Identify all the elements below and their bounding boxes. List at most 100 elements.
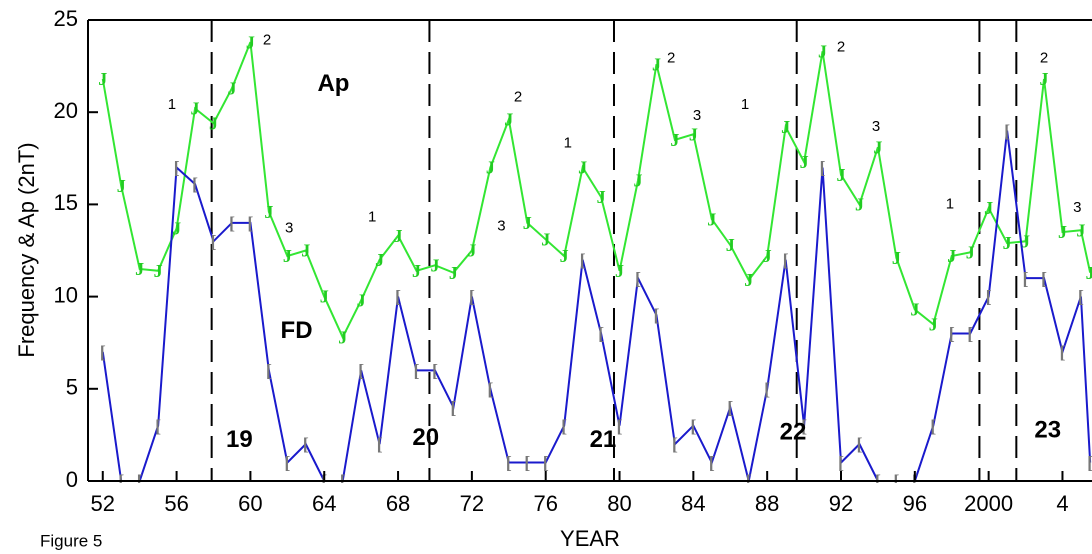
- point-marker: [: [414, 360, 420, 380]
- point-marker: [: [690, 416, 696, 436]
- point-marker: J: [652, 54, 661, 74]
- point-marker: [: [1041, 268, 1047, 288]
- point-marker: J: [264, 202, 273, 222]
- point-marker: J: [467, 241, 476, 261]
- x-tick-label: 72: [460, 491, 484, 516]
- point-marker: [: [155, 416, 161, 436]
- point-marker: J: [283, 246, 292, 266]
- x-tick-label: 76: [533, 491, 557, 516]
- annotation: Ap: [317, 70, 349, 97]
- point-marker: J: [578, 158, 587, 178]
- point-marker: [: [967, 324, 973, 344]
- point-marker: J: [1076, 220, 1085, 240]
- annotation: 20: [412, 424, 439, 451]
- point-marker: [: [1078, 287, 1084, 307]
- point-marker: J: [504, 110, 513, 130]
- annotation: 23: [1034, 417, 1061, 444]
- x-tick-label: 96: [903, 491, 927, 516]
- point-marker: [: [635, 268, 641, 288]
- point-marker: [: [1023, 268, 1029, 288]
- point-marker: [: [358, 360, 364, 380]
- x-tick-label: 80: [607, 491, 631, 516]
- point-marker: J: [984, 198, 993, 218]
- point-marker: [: [229, 213, 235, 233]
- point-marker: [: [764, 379, 770, 399]
- point-marker: J: [1086, 263, 1092, 283]
- point-marker: J: [449, 263, 458, 283]
- point-marker: [: [192, 174, 198, 194]
- annotation: 21: [590, 426, 617, 453]
- point-marker: J: [117, 176, 126, 196]
- point-marker: [: [893, 471, 899, 491]
- x-tick-label: 92: [829, 491, 853, 516]
- point-marker: J: [966, 242, 975, 262]
- annotation: 2: [1040, 50, 1048, 67]
- y-tick-label: 10: [54, 282, 78, 307]
- point-marker: [: [1059, 342, 1065, 362]
- annotation: 2: [263, 31, 271, 48]
- point-marker: J: [135, 259, 144, 279]
- point-marker: J: [338, 327, 347, 347]
- annotation: FD: [281, 317, 313, 344]
- point-marker: [: [543, 453, 549, 473]
- point-marker: [: [340, 471, 346, 491]
- point-marker: [: [284, 453, 290, 473]
- annotation: 3: [1073, 199, 1081, 216]
- annotation: 2: [667, 50, 675, 67]
- point-marker: J: [486, 158, 495, 178]
- point-marker: [: [801, 416, 807, 436]
- annotation: 1: [741, 96, 749, 113]
- point-marker: [: [672, 434, 678, 454]
- series-line: [101, 130, 1092, 482]
- point-marker: [: [561, 416, 567, 436]
- point-marker: J: [430, 255, 439, 275]
- point-marker: J: [541, 230, 550, 250]
- point-marker: J: [375, 250, 384, 270]
- point-marker: J: [1040, 69, 1049, 89]
- annotation: 3: [497, 217, 505, 234]
- point-marker: [: [266, 360, 272, 380]
- x-tick-label: 52: [91, 491, 115, 516]
- point-marker: [: [783, 250, 789, 270]
- series-line: [101, 41, 1092, 340]
- x-tick-label: 60: [238, 491, 262, 516]
- point-marker: J: [873, 137, 882, 157]
- point-marker: [: [838, 453, 844, 473]
- point-marker: J: [855, 195, 864, 215]
- point-marker: [: [377, 434, 383, 454]
- point-marker: [: [856, 434, 862, 454]
- point-marker: J: [670, 130, 679, 150]
- x-tick-label: 2000: [964, 491, 1013, 516]
- point-marker: [: [598, 324, 604, 344]
- point-marker: [: [1004, 121, 1010, 141]
- point-marker: [: [949, 324, 955, 344]
- point-marker: J: [763, 246, 772, 266]
- x-tick-label: 56: [164, 491, 188, 516]
- annotation: 2: [837, 39, 845, 56]
- annotation: 3: [285, 219, 293, 236]
- point-marker: J: [560, 246, 569, 266]
- point-marker: [: [118, 471, 124, 491]
- point-marker: [: [469, 287, 475, 307]
- x-axis-label: YEAR: [560, 526, 620, 551]
- point-marker: J: [615, 261, 624, 281]
- point-marker: [: [986, 287, 992, 307]
- point-marker: [: [653, 305, 659, 325]
- point-marker: J: [707, 209, 716, 229]
- point-marker: [: [930, 416, 936, 436]
- y-tick-label: 25: [54, 6, 78, 31]
- point-marker: [: [617, 416, 623, 436]
- x-tick-label: 88: [755, 491, 779, 516]
- x-tick-label: 68: [386, 491, 410, 516]
- point-marker: J: [191, 99, 200, 119]
- point-marker: J: [947, 246, 956, 266]
- point-marker: [: [1087, 453, 1092, 473]
- point-marker: J: [892, 248, 901, 268]
- point-marker: J: [412, 261, 421, 281]
- point-marker: J: [910, 300, 919, 320]
- annotation: 2: [514, 88, 522, 105]
- y-tick-label: 20: [54, 98, 78, 123]
- y-tick-label: 5: [66, 375, 78, 400]
